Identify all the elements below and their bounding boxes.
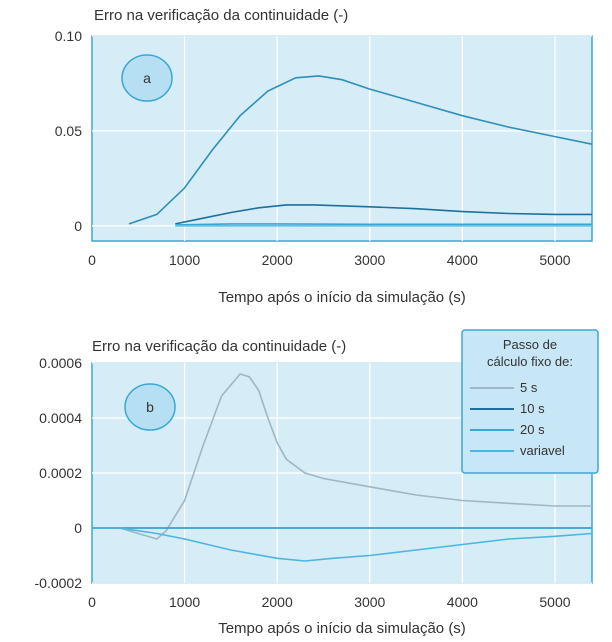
panel-a-badge-label: a (143, 70, 151, 86)
panel-b-badge-label: b (146, 399, 154, 415)
legend-entries: 5 s 10 s 20 s variavel (470, 380, 565, 458)
panel-a-badge: a (121, 54, 173, 102)
y-tick-label: 0.0004 (39, 410, 82, 426)
panel-b-x-ticks: 0 1000 2000 3000 4000 5000 (88, 594, 571, 610)
panel-b-x-axis-label: Tempo após o início da simulação (s) (218, 620, 466, 637)
y-tick-label: -0.0002 (35, 575, 83, 591)
panel-b-badge-circle (124, 383, 176, 431)
series-line-4 (92, 527, 593, 562)
x-tick-label: 5000 (539, 252, 570, 268)
x-tick-label: 3000 (354, 594, 385, 610)
panel-a-y-ticks: 0 0.05 0.10 (55, 28, 82, 234)
x-tick-label: 4000 (447, 252, 478, 268)
y-tick-label: 0.05 (55, 123, 82, 139)
panel-b-badge: b (124, 383, 176, 431)
x-tick-label: 1000 (169, 252, 200, 268)
legend-entry-label: 5 s (520, 380, 538, 395)
series-line-2 (175, 204, 592, 225)
panel-b: Erro na verificação da continuidade (-) … (35, 329, 599, 637)
legend-box (461, 329, 599, 474)
y-tick-label: 0.0002 (39, 465, 82, 481)
legend-title-line2: cálculo fixo de: (487, 354, 573, 369)
panel-b-title: Erro na verificação da continuidade (-) (92, 338, 346, 355)
x-tick-label: 5000 (539, 594, 570, 610)
series-line-1 (128, 75, 593, 225)
legend-entry-label: 10 s (520, 401, 545, 416)
x-tick-label: 2000 (262, 594, 293, 610)
x-tick-label: 4000 (447, 594, 478, 610)
y-tick-label: 0.0006 (39, 355, 82, 371)
panel-a-series (128, 75, 593, 227)
x-tick-label: 0 (88, 594, 96, 610)
panel-a-badge-circle (121, 54, 173, 102)
y-tick-label: 0.10 (55, 28, 82, 44)
panel-b-series (92, 373, 593, 562)
legend-entry-label: 20 s (520, 422, 545, 437)
panel-a-x-ticks: 0 1000 2000 3000 4000 5000 (88, 252, 571, 268)
legend: Passo de cálculo fixo de: 5 s 10 s 20 s var… (461, 329, 599, 474)
legend-entry-label: variavel (520, 443, 565, 458)
legend-title-line1: Passo de (503, 337, 557, 352)
panel-a-plot-area (91, 35, 593, 242)
panel-a-title: Erro na verificação da continuidade (-) (94, 7, 348, 24)
x-tick-label: 2000 (262, 252, 293, 268)
panel-b-y-ticks: -0.0002 0 0.0002 0.0004 0.0006 (35, 355, 83, 591)
x-tick-label: 0 (88, 252, 96, 268)
panel-a-x-axis-label: Tempo após o início da simulação (s) (218, 289, 466, 306)
panel-a: Erro na verificação da continuidade (-) … (55, 7, 593, 306)
x-tick-label: 3000 (354, 252, 385, 268)
x-tick-label: 1000 (169, 594, 200, 610)
y-tick-label: 0 (74, 520, 82, 536)
series-line-3 (175, 223, 592, 226)
y-tick-label: 0 (74, 218, 82, 234)
